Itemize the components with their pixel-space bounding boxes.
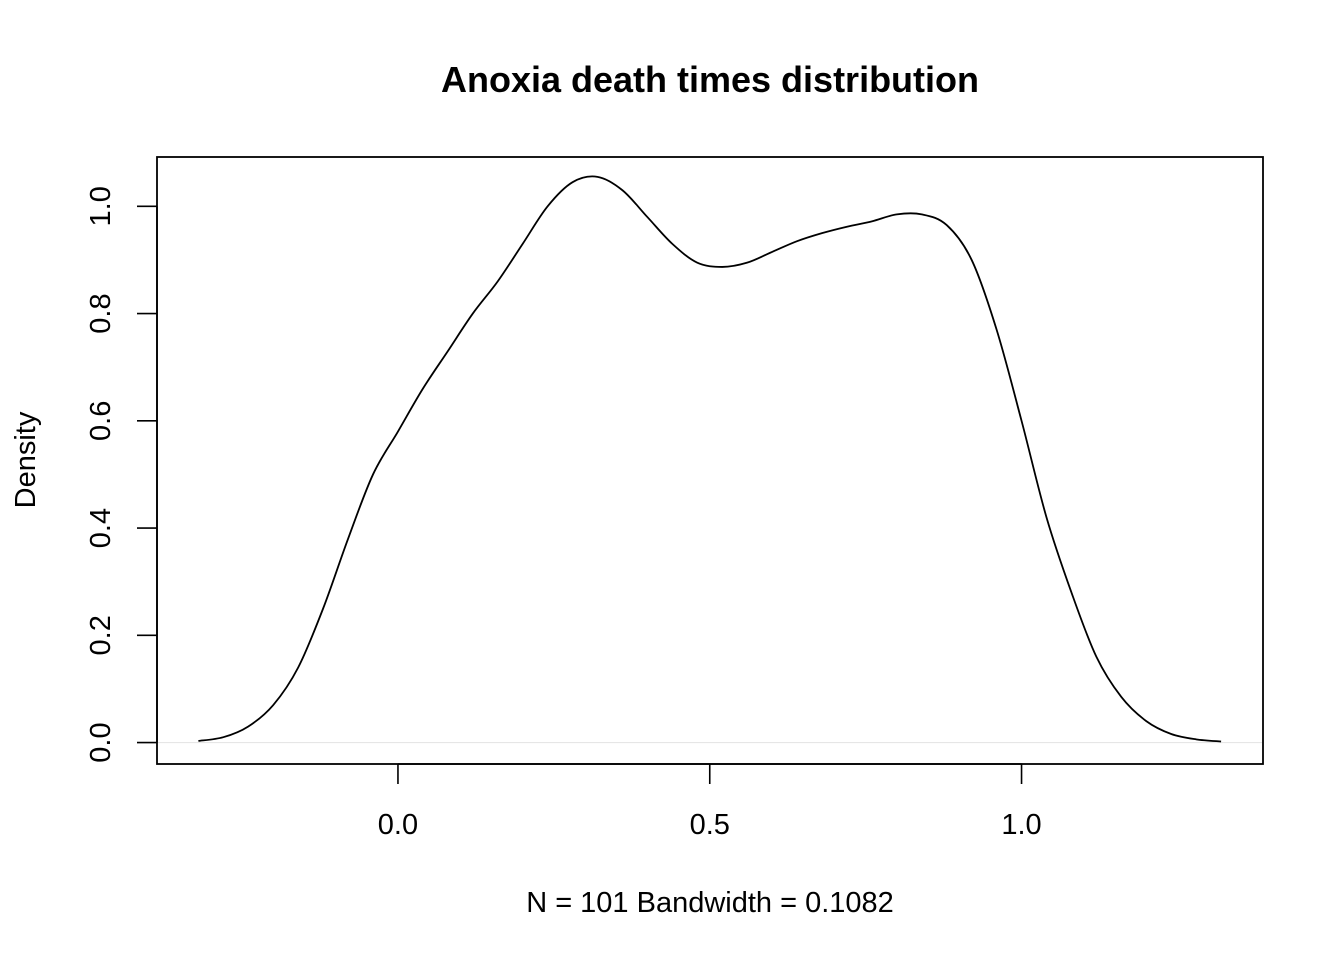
x-tick-label: 0.5 <box>690 809 730 841</box>
plot-frame <box>156 156 1264 765</box>
y-axis-label: Density <box>10 411 42 508</box>
x-tick-label: 1.0 <box>1001 809 1041 841</box>
y-tick-label: 1.0 <box>85 186 117 226</box>
y-axis: 0.0 0.2 0.4 0.6 0.8 1.0 <box>85 186 158 763</box>
x-tick-label: 0.0 <box>378 809 418 841</box>
chart-title: Anoxia death times distribution <box>441 59 979 100</box>
y-tick-label: 0.6 <box>85 401 117 441</box>
density-curve <box>198 175 1222 743</box>
x-axis-label: N = 101 Bandwidth = 0.1082 <box>526 887 894 919</box>
y-tick-label: 0.2 <box>85 615 117 655</box>
x-axis: 0.0 0.5 1.0 <box>378 763 1042 841</box>
y-tick-label: 0.4 <box>85 508 117 548</box>
y-tick-label: 0.0 <box>85 722 117 762</box>
y-tick-label: 0.8 <box>85 293 117 333</box>
